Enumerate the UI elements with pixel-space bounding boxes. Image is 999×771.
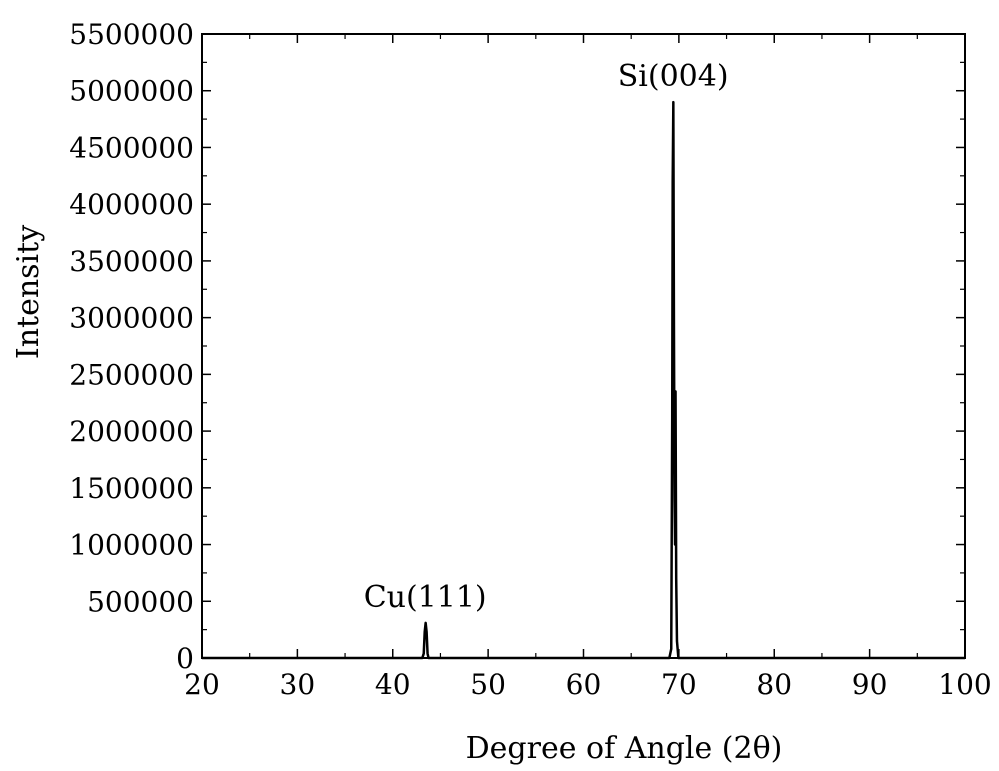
data-point [674, 498, 676, 500]
data-point [426, 631, 428, 633]
y-tick-label: 5000000 [69, 75, 194, 108]
x-tick-label: 80 [756, 668, 792, 701]
y-axis-title: Intensity [11, 225, 46, 359]
y-axis-ticks: 0 500000 1000000 1500000 2000000 2500000 30000… [69, 18, 965, 675]
series-line [202, 100, 965, 660]
x-tick-label: 60 [566, 668, 602, 701]
data-point [677, 657, 679, 659]
y-tick-label: 2500000 [69, 358, 194, 391]
data-point [201, 657, 203, 659]
x-tick-label: 90 [852, 668, 888, 701]
x-axis-title: Degree of Angle (2θ) [466, 731, 783, 766]
y-tick-label: 1500000 [69, 472, 194, 505]
x-tick-label: 40 [375, 668, 411, 701]
y-tick-label: 1000000 [69, 529, 194, 562]
data-point [964, 657, 966, 659]
data-point [675, 390, 677, 392]
x-tick-label: 20 [184, 668, 220, 701]
data-point [421, 657, 423, 659]
data-point [427, 652, 429, 654]
y-tick-label: 3000000 [69, 302, 194, 335]
data-point [428, 657, 430, 659]
data-point [668, 657, 670, 659]
data-point [424, 631, 426, 633]
x-tick-label: 50 [470, 668, 506, 701]
y-tick-label: 0 [176, 642, 194, 675]
y-tick-label: 500000 [87, 585, 194, 618]
data-point [674, 544, 676, 546]
series-layer [201, 100, 966, 660]
x-axis-ticks: 20 30 40 50 60 70 80 90 100 [184, 34, 992, 701]
y-tick-label: 2000000 [69, 415, 194, 448]
y-tick-label: 5500000 [69, 18, 194, 51]
annotation-layer: Cu(111) Si(004) [364, 59, 729, 615]
data-point [425, 622, 427, 624]
y-tick-label: 3500000 [69, 245, 194, 278]
data-point [675, 578, 677, 580]
data-point [670, 648, 672, 650]
data-point [672, 101, 674, 103]
plot-frame [201, 33, 966, 659]
x-tick-label: 100 [938, 668, 991, 701]
peak-label: Cu(111) [364, 580, 487, 615]
data-point [423, 652, 425, 654]
data-point [676, 640, 678, 642]
data-point [672, 180, 674, 182]
x-tick-label: 70 [661, 668, 697, 701]
x-tick-label: 30 [280, 668, 316, 701]
data-point [673, 317, 675, 319]
data-point [671, 419, 673, 421]
y-tick-label: 4000000 [69, 188, 194, 221]
peak-label: Si(004) [618, 59, 729, 94]
y-tick-label: 4500000 [69, 131, 194, 164]
